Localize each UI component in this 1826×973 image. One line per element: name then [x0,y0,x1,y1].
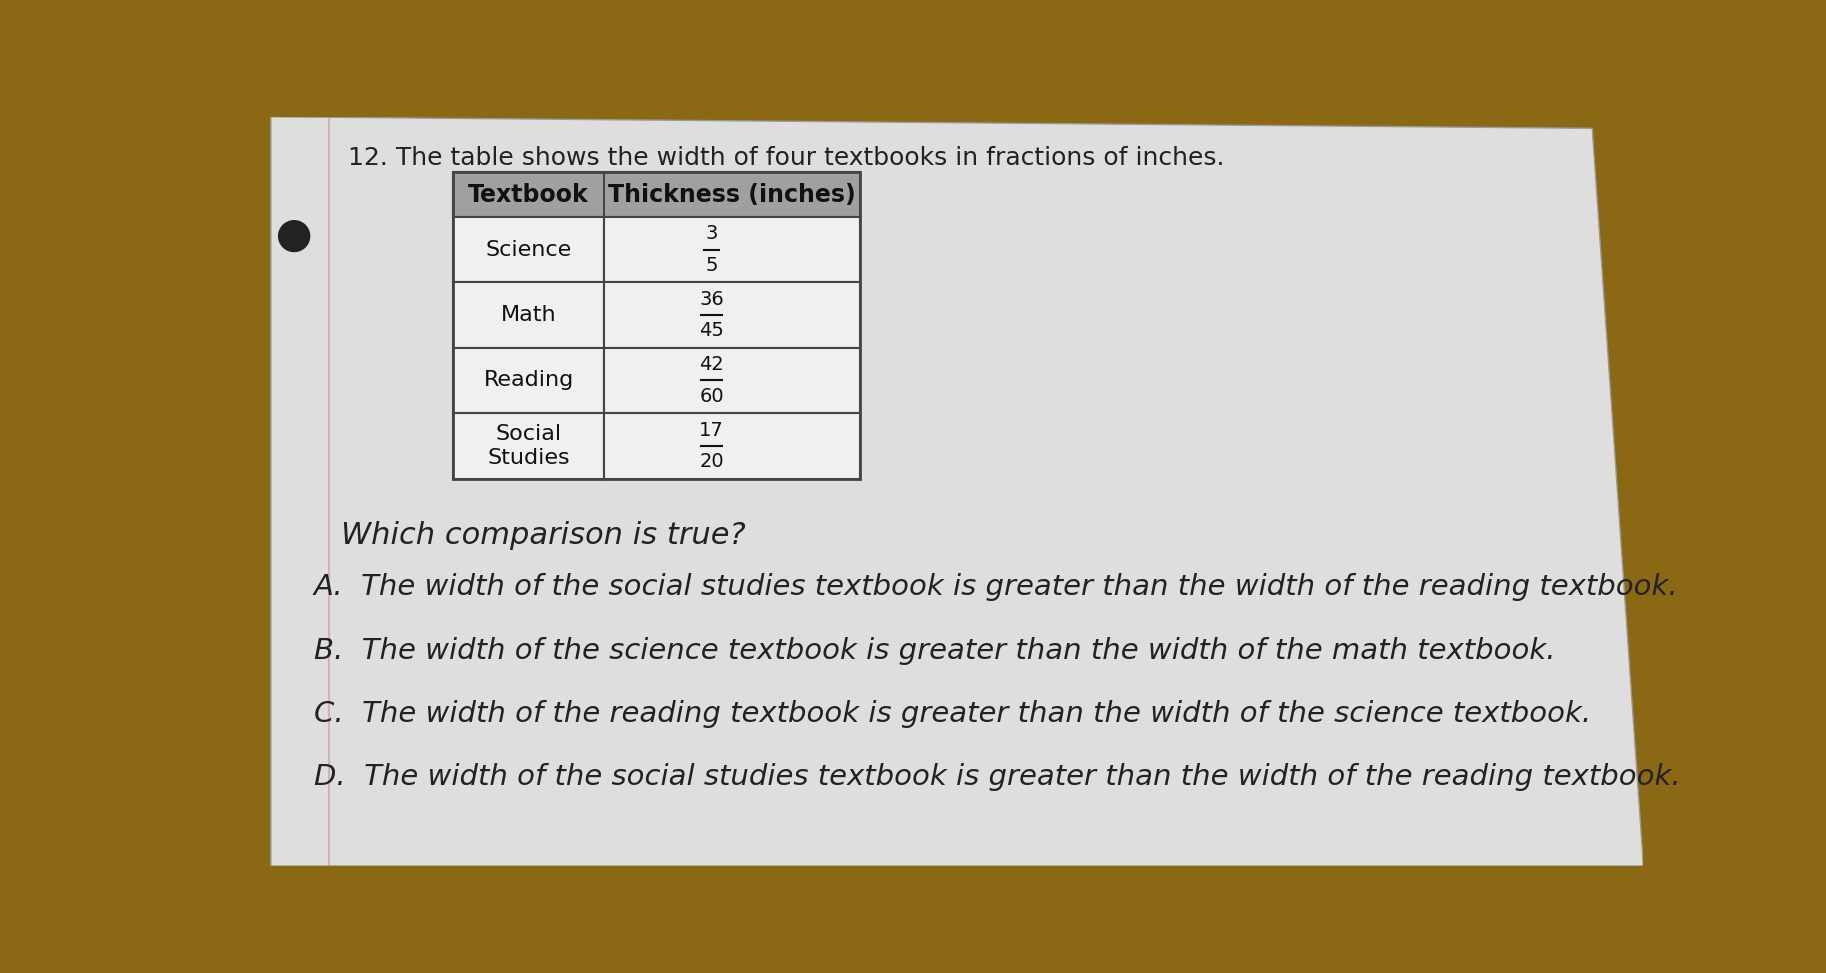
Text: 20: 20 [699,452,723,471]
Text: Which comparison is true?: Which comparison is true? [341,521,745,550]
Bar [453,414,604,479]
Text: D.  The width of the social studies textbook is greater than the width of the re: D. The width of the social studies textb… [314,763,1680,791]
Bar [453,347,604,414]
Bar [604,282,860,347]
Polygon shape [270,117,1643,866]
Text: 3: 3 [705,225,718,243]
Text: C.  The width of the reading textbook is greater than the width of the science t: C. The width of the reading textbook is … [314,700,1590,728]
Bar [604,347,860,414]
Text: A.  The width of the social studies textbook is greater than the width of the re: A. The width of the social studies textb… [314,573,1678,601]
Text: 12. The table shows the width of four textbooks in fractions of inches.: 12. The table shows the width of four te… [349,146,1225,170]
Text: 36: 36 [699,290,723,308]
Bar [453,217,604,282]
Text: Science: Science [486,239,572,260]
Text: 45: 45 [699,321,723,341]
Bar [453,172,860,479]
Text: Thickness (inches): Thickness (inches) [608,183,856,206]
Text: 60: 60 [699,386,723,406]
Bar [453,282,604,347]
Text: 5: 5 [705,256,718,274]
Bar [453,172,860,217]
Circle shape [279,221,310,251]
Text: B.  The width of the science textbook is greater than the width of the math text: B. The width of the science textbook is … [314,636,1556,665]
Text: Social
Studies: Social Studies [488,424,570,468]
Text: Reading: Reading [484,371,573,390]
Text: 17: 17 [699,420,723,440]
Text: Textbook: Textbook [467,183,590,206]
Text: 42: 42 [699,355,723,375]
Text: Math: Math [500,305,557,325]
Bar [604,414,860,479]
Bar [604,217,860,282]
